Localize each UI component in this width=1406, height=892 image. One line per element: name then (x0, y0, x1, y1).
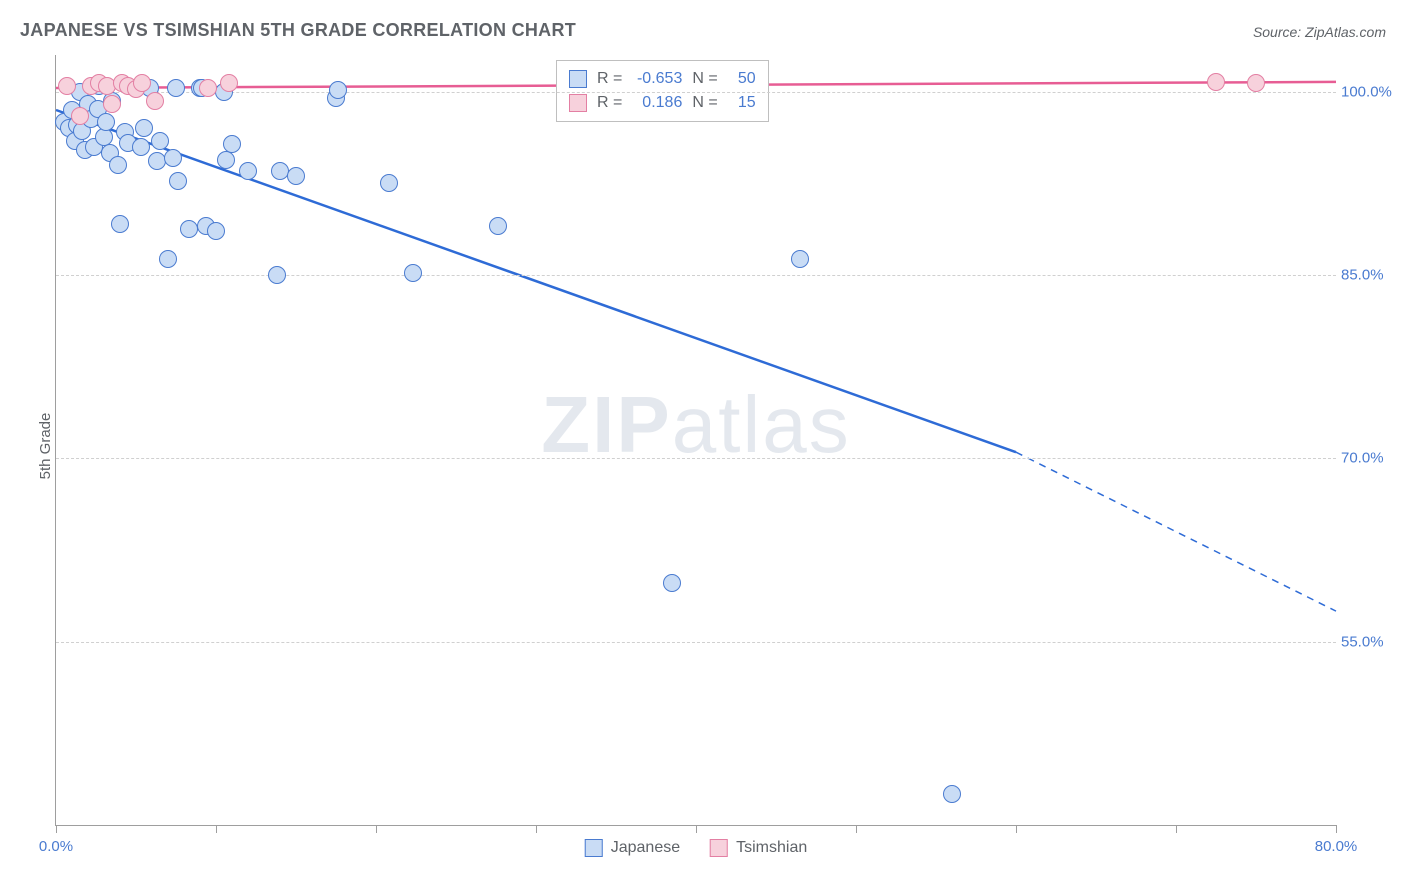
data-point (239, 162, 257, 180)
data-point (1247, 74, 1265, 92)
legend-label: Tsimshian (736, 839, 807, 857)
data-point (109, 156, 127, 174)
x-tick (1336, 825, 1337, 833)
watermark: ZIPatlas (541, 379, 850, 471)
gridline-horizontal (56, 92, 1336, 93)
data-point (180, 220, 198, 238)
n-value: 15 (728, 91, 756, 115)
legend-swatch (569, 70, 587, 88)
legend-swatch (710, 839, 728, 857)
y-tick-label: 85.0% (1341, 267, 1396, 284)
data-point (791, 250, 809, 268)
series-legend: Japanese Tsimshian (585, 839, 808, 857)
legend-swatch (585, 839, 603, 857)
data-point (132, 138, 150, 156)
x-tick-label: 0.0% (39, 838, 73, 855)
y-tick-label: 100.0% (1341, 83, 1396, 100)
legend-item: Tsimshian (710, 839, 807, 857)
y-axis-label: 5th Grade (37, 413, 54, 480)
data-point (58, 77, 76, 95)
data-point (223, 135, 241, 153)
data-point (151, 132, 169, 150)
data-point (167, 79, 185, 97)
n-value: 50 (728, 67, 756, 91)
chart-container: JAPANESE VS TSIMSHIAN 5TH GRADE CORRELAT… (0, 0, 1406, 892)
legend-label: Japanese (611, 839, 680, 857)
y-tick-label: 55.0% (1341, 633, 1396, 650)
r-label: R = (597, 91, 622, 115)
n-label: N = (692, 91, 717, 115)
data-point (135, 119, 153, 137)
data-point (199, 79, 217, 97)
data-point (103, 95, 121, 113)
data-point (111, 215, 129, 233)
data-point (71, 107, 89, 125)
data-point (220, 74, 238, 92)
data-point (663, 574, 681, 592)
x-tick (536, 825, 537, 833)
data-point (329, 81, 347, 99)
data-point (133, 74, 151, 92)
watermark-atlas: atlas (672, 380, 851, 469)
source-attribution: Source: ZipAtlas.com (1253, 24, 1386, 40)
watermark-zip: ZIP (541, 380, 671, 469)
r-value: 0.186 (632, 91, 682, 115)
y-tick-label: 70.0% (1341, 450, 1396, 467)
chart-title: JAPANESE VS TSIMSHIAN 5TH GRADE CORRELAT… (20, 20, 576, 41)
legend-item: Japanese (585, 839, 680, 857)
data-point (207, 222, 225, 240)
n-label: N = (692, 67, 717, 91)
x-tick (856, 825, 857, 833)
data-point (1207, 73, 1225, 91)
x-tick (216, 825, 217, 833)
legend-swatch (569, 94, 587, 112)
gridline-horizontal (56, 275, 1336, 276)
data-point (287, 167, 305, 185)
r-label: R = (597, 67, 622, 91)
data-point (169, 172, 187, 190)
data-point (943, 785, 961, 803)
gridline-horizontal (56, 458, 1336, 459)
data-point (380, 174, 398, 192)
x-tick (1176, 825, 1177, 833)
legend-stats-row: R = 0.186 N = 15 (569, 91, 756, 115)
x-tick (376, 825, 377, 833)
data-point (268, 266, 286, 284)
data-point (217, 151, 235, 169)
x-tick-label: 80.0% (1315, 838, 1358, 855)
data-point (159, 250, 177, 268)
x-tick (56, 825, 57, 833)
trend-line-extrapolated (1016, 452, 1336, 611)
trend-line (56, 110, 1016, 452)
data-point (404, 264, 422, 282)
plot-area: ZIPatlas R =-0.653N =50R =0.186N =15 Jap… (55, 55, 1336, 826)
data-point (489, 217, 507, 235)
x-tick (696, 825, 697, 833)
x-tick (1016, 825, 1017, 833)
data-point (146, 92, 164, 110)
gridline-horizontal (56, 642, 1336, 643)
data-point (164, 149, 182, 167)
data-point (97, 113, 115, 131)
legend-stats-row: R = -0.653 N = 50 (569, 67, 756, 91)
r-value: -0.653 (632, 67, 682, 91)
